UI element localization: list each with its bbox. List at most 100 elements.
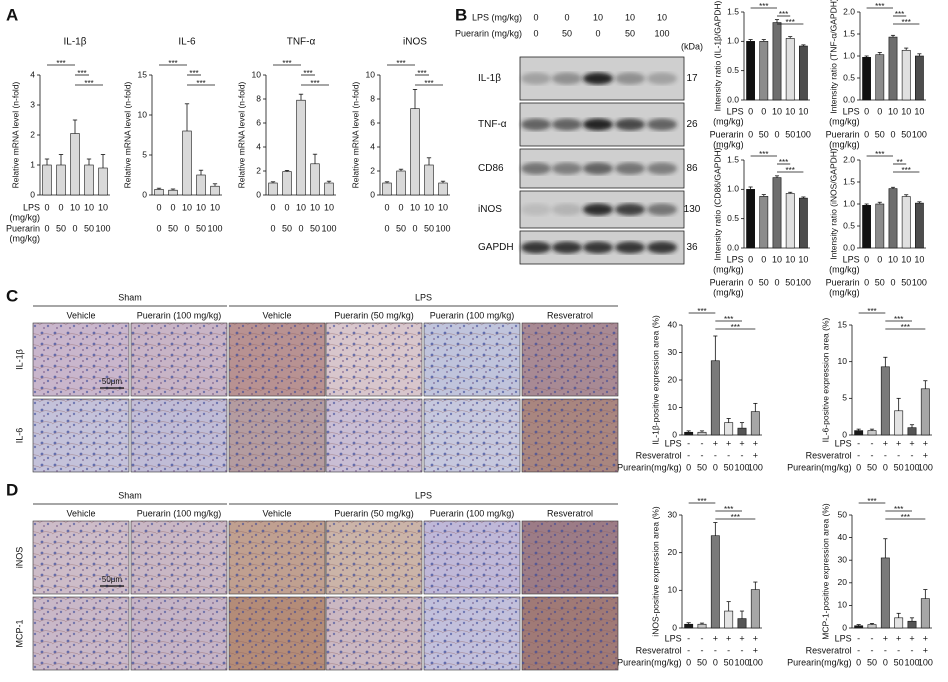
x-row-value: - [871,645,874,655]
group-label: Sham [118,292,142,302]
scale-bar-label: 50μm [102,575,123,584]
y-tick-label: 8 [256,93,261,103]
blot-header-value: 10 [625,12,635,22]
bar [875,54,885,101]
bar [759,41,769,101]
bar [746,189,755,249]
blot-band [647,203,677,216]
x-row-value: 10 [772,254,782,264]
significance-label: *** [875,150,884,159]
bar [724,610,734,629]
y-tick-label: 10 [366,69,376,79]
y-tick-label: 4 [30,69,35,79]
y-tick-label: 20 [668,547,678,557]
x-row-value: 0 [156,223,161,233]
x-row-label: (mg/kg) [829,116,860,126]
x-row-value: - [857,645,860,655]
x-row-value: 50 [785,277,795,287]
x-row-value: 0 [384,223,389,233]
micrograph-texture [522,597,618,670]
y-tick-label: 0 [672,429,677,439]
x-row-label: (mg/kg) [9,212,40,222]
significance-label: *** [84,79,93,88]
x-row-value: 100 [748,462,763,472]
x-row-value: - [857,450,860,460]
y-tick-label: 0.0 [843,242,855,252]
bar [854,430,864,436]
column-label: Puerarin (100 mg/kg) [137,508,222,518]
blot-band [552,162,582,175]
bar [70,133,80,196]
x-row-value: 50 [875,277,885,287]
significance-label: *** [697,497,706,506]
x-row-value: 0 [384,202,389,212]
significance-label: *** [697,307,706,316]
bar [759,196,769,249]
y-tick-label: 20 [838,577,848,587]
significance-label: *** [894,315,903,324]
x-row-value: 0 [412,223,417,233]
x-row-value: 100 [748,657,763,667]
x-row-label: Puerarin [826,129,860,139]
blot-band [552,118,582,131]
x-row-value: 0 [748,129,753,139]
y-tick-label: 0 [842,622,847,632]
blot-band [583,118,613,131]
x-row-value: 10 [296,202,306,212]
group-label: Sham [118,490,142,500]
column-label: Puerarin (50 mg/kg) [334,310,414,320]
x-row-value: - [857,633,860,643]
x-row-value: 50 [901,277,911,287]
x-row-value: 0 [44,202,49,212]
bar [737,427,747,436]
y-tick-label: 5 [842,393,847,403]
x-row-value: 0 [170,202,175,212]
x-row-label: Resveratrol [636,645,682,655]
bar [920,598,930,629]
y-tick-label: 6 [370,117,375,127]
x-row-value: 0 [270,202,275,212]
scale-bar-label: 50μm [102,377,123,386]
bar [196,174,206,196]
x-row-value: 10 [888,254,898,264]
panel-label: B [455,5,467,24]
x-row-value: 0 [398,202,403,212]
blot-band [521,203,551,216]
y-tick-label: 0.0 [727,94,739,104]
bar [438,182,448,196]
bar [880,366,890,436]
bar [785,193,795,249]
bar [907,620,917,629]
blot-header-label: Puerarin (mg/kg) [455,28,522,38]
y-tick-label: 0 [30,189,35,199]
blot-protein: GAPDH [478,242,514,253]
blot-header-label: LPS (mg/kg) [472,12,522,22]
x-row-value: 0 [883,462,888,472]
x-row-value: - [857,438,860,448]
x-row-value: 50 [396,223,406,233]
x-row-value: 10 [798,106,808,116]
bar [710,360,720,436]
significance-label: *** [786,18,795,27]
blot-kda: 26 [686,119,698,130]
y-tick-label: 0.5 [727,213,739,223]
x-row-value: 50 [724,657,734,667]
x-row-value: - [727,450,730,460]
bar [168,189,178,196]
y-tick-label: 15 [138,69,148,79]
bar [210,185,220,196]
x-row-value: 0 [864,277,869,287]
significance-label: *** [867,307,876,316]
x-row-value: 100 [734,657,749,667]
bar [310,163,320,196]
significance-label: *** [56,59,65,68]
blot-kda: 36 [686,242,698,253]
x-row-value: 100 [95,223,110,233]
y-axis-label: iNOS-positive expression area (%) [650,506,660,637]
x-row-value: 10 [196,202,206,212]
y-axis-label: Intensity ratio (CD86/GAPDH) [712,147,722,260]
x-row-value: 0 [864,106,869,116]
x-row-value: 0 [761,106,766,116]
blot-protein: iNOS [478,204,502,215]
x-row-value: 10 [182,202,192,212]
